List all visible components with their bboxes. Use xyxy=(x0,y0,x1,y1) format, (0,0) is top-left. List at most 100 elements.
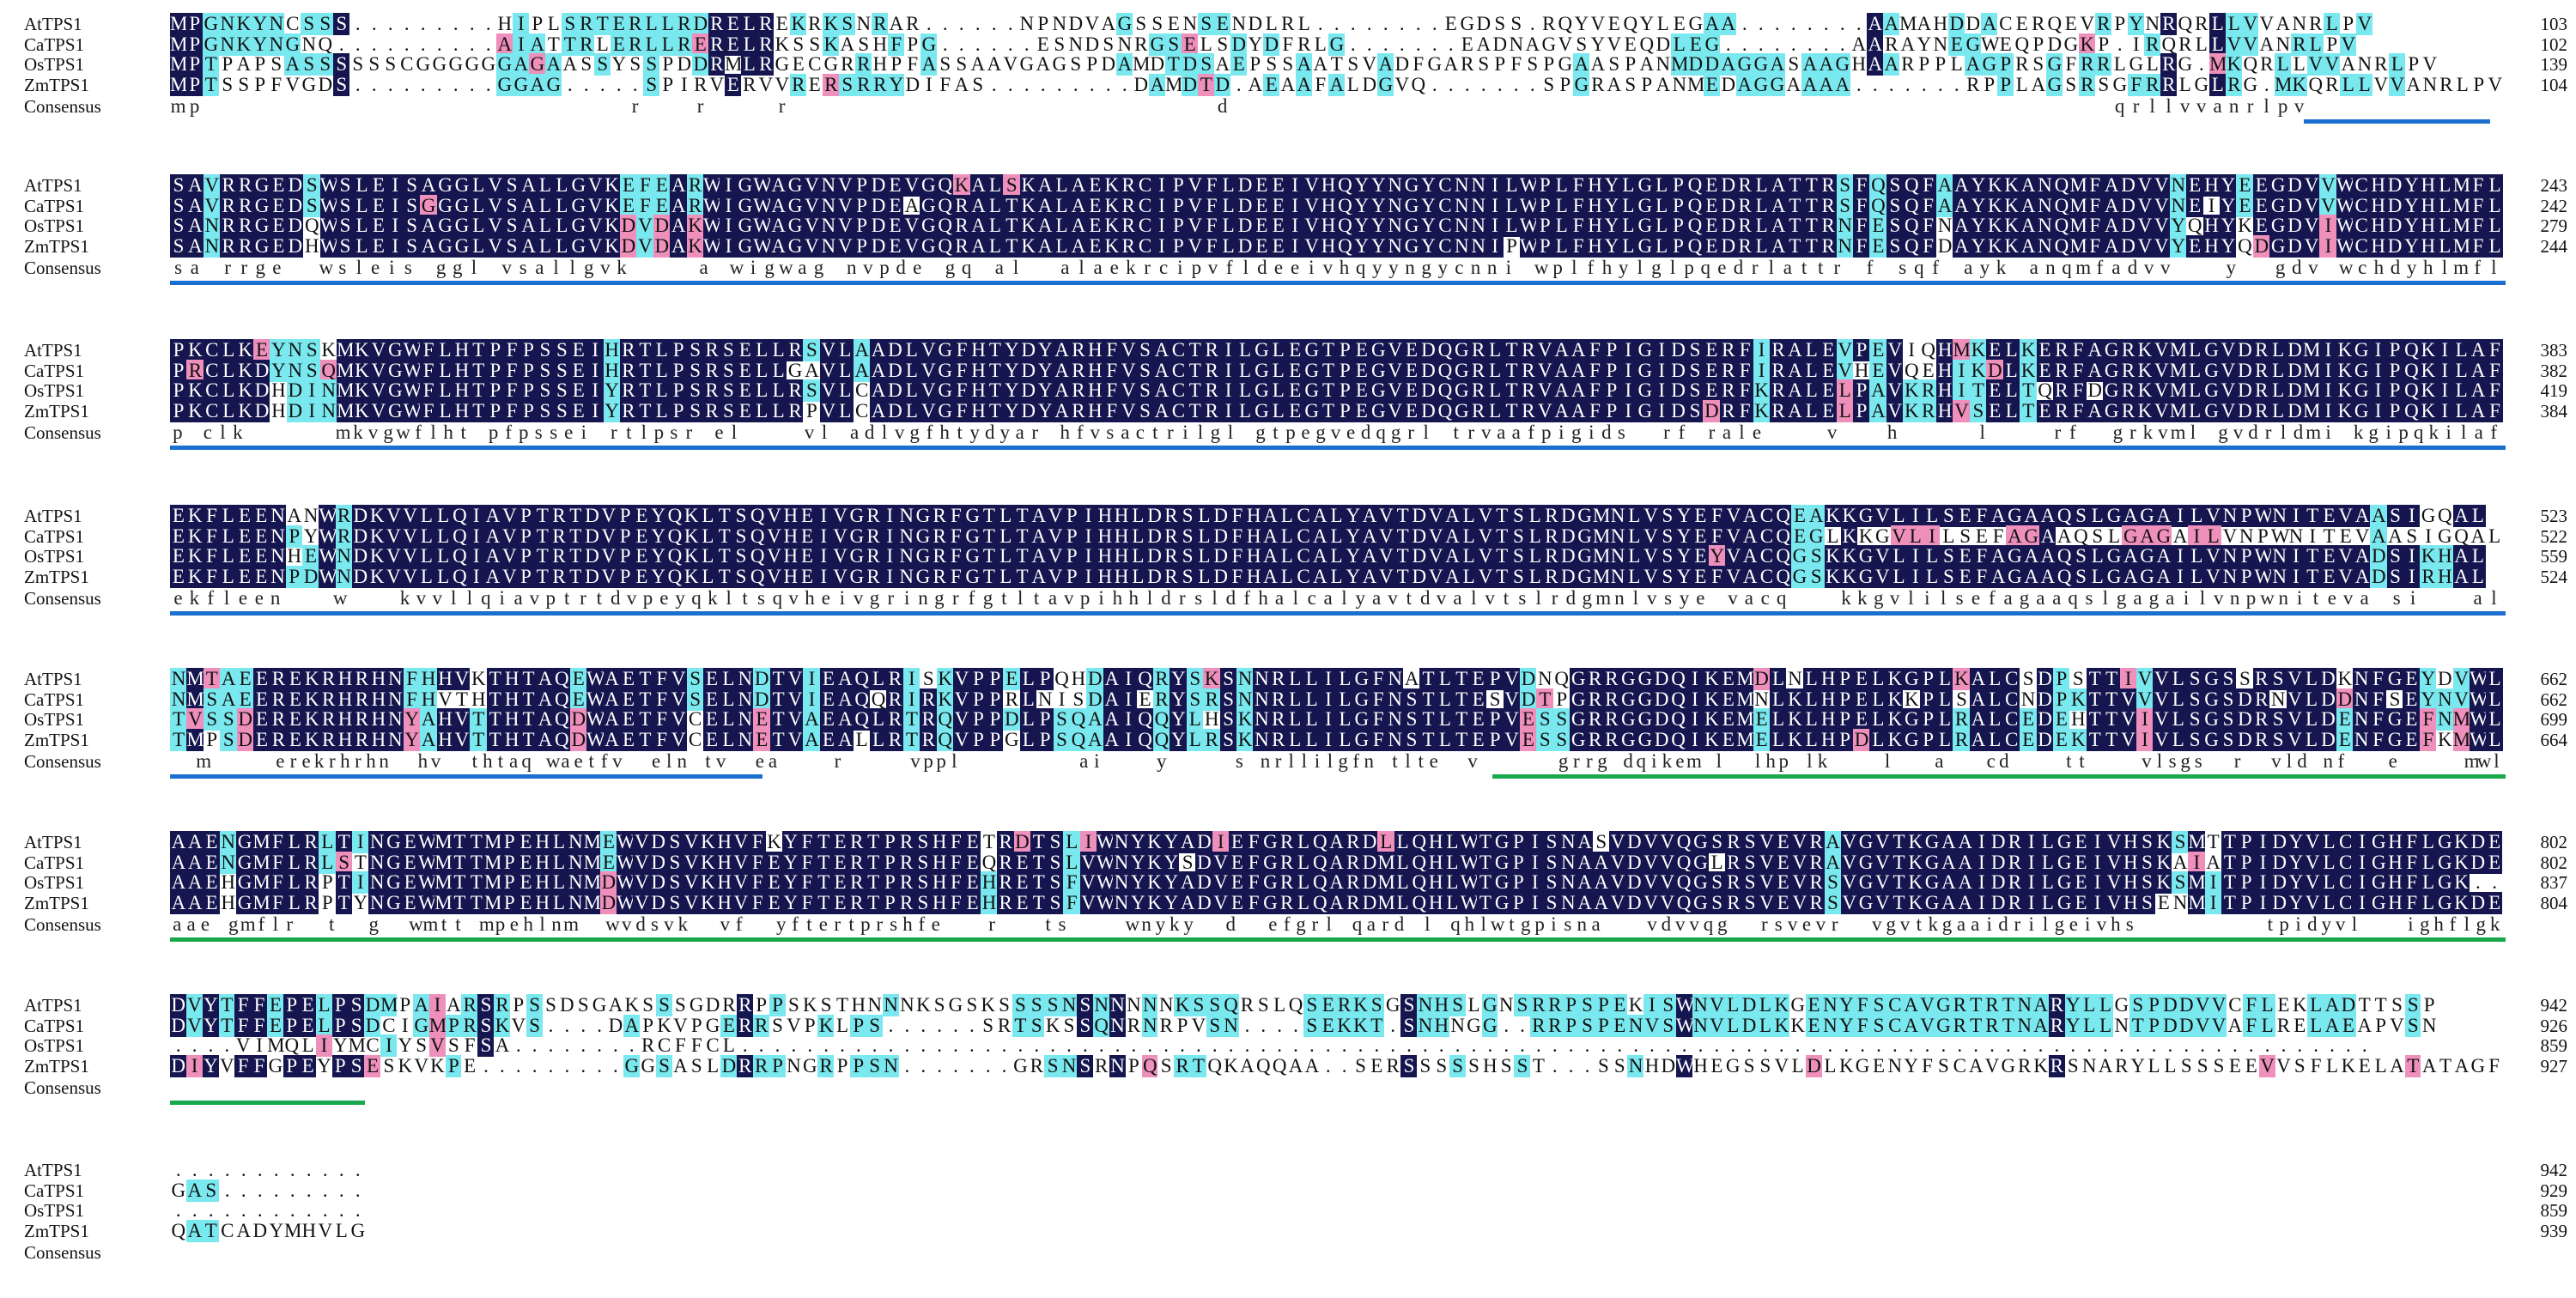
sequence-name: AtTPS1 xyxy=(24,340,82,361)
residue-end-number: 522 xyxy=(2540,525,2568,547)
residue-end-number: 559 xyxy=(2540,546,2568,567)
sequence-name: OsTPS1 xyxy=(24,1035,85,1056)
sequence-row: ZmTPS1 M P T S S P F V G D S......... G G A G..... S P I R V… xyxy=(0,73,2576,96)
sequence-row: CaTPS1 D V Y T F F E P E L P S D C I GM P R S K V S.... D A P K V P G… xyxy=(0,1014,2576,1037)
sequence-row: AtTPS1............ 942 xyxy=(0,1159,2576,1181)
sequence-residues: A A E H GM F L R P T I N G E WM T T M P E H L NMDWV D S V K H V F E Y F T… xyxy=(170,871,2497,894)
consensus-label: Consensus xyxy=(24,1242,101,1263)
sequence-residues: D V Y T F F E P E L P S D C I GM P R S K V S.... D A P K V P G E R R S V P… xyxy=(170,1014,2436,1037)
sequence-residues: .... V I MQ L I YMC I Y S V S F S A........ R C F F C L.....… xyxy=(175,1034,2367,1057)
residue-end-number: 942 xyxy=(2540,1160,2568,1180)
sequence-name: ZmTPS1 xyxy=(24,74,89,95)
sequence-name: AtTPS1 xyxy=(24,832,82,852)
sequence-row: AtTPS1 P K C L K E Y N S KMK V GWF L H T P F P S S E I H R T L P S R S… xyxy=(0,339,2576,361)
sequence-row: AtTPS1 M P G N K Y N C S S S......... H I P L S R T E R L L R D R… xyxy=(0,13,2576,35)
sequence-residues: P K C L K D H D I NMK V GWF L H T P F P S S E I Y R T L P S R S E L L R S V… xyxy=(170,379,2503,402)
residue-end-number: 524 xyxy=(2540,566,2568,587)
sequence-residues: P R C L K D Y N S QMK V GWF L H T P F P S S E I H R T L P S R S E L L G A V… xyxy=(170,359,2503,382)
sequence-residues: NM S A E E R E K R H R H N F H V T H T H T A Q E WA E T F V S E L N D T V I E… xyxy=(170,688,2503,711)
sequence-residues: S A N R R G E D QWS L E I S A G G L V S A L L G V K D V D A KW I GWA G V N… xyxy=(170,215,2503,237)
residue-end-number: 942 xyxy=(2540,995,2568,1016)
sequence-name: ZmTPS1 xyxy=(24,1055,89,1077)
residue-end-number: 859 xyxy=(2540,1035,2568,1056)
sequence-residues: A A E N GM F L R L S T N G E WM T T M P E H L NM E WV D S V K H V F E Y F T… xyxy=(170,851,2503,874)
sequence-residues: T V S S D E R E K R H R H N Y A H V T T H T A Q DWA E T F V C E L N E T V A E… xyxy=(170,708,2503,731)
tps-domain-bar xyxy=(170,610,2506,616)
sequence-name: ZmTPS1 xyxy=(24,566,89,587)
sequence-name: OsTPS1 xyxy=(24,380,85,401)
sequence-name: CaTPS1 xyxy=(24,1180,85,1201)
sequence-name: OsTPS1 xyxy=(24,54,85,75)
residue-end-number: 243 xyxy=(2540,175,2568,196)
residue-end-number: 804 xyxy=(2540,892,2568,913)
sequence-name: CaTPS1 xyxy=(24,195,85,216)
residue-end-number: 662 xyxy=(2540,688,2568,710)
sequence-name: ZmTPS1 xyxy=(24,1220,89,1241)
sequence-residues: S A N R R G E D HWS L E I S A G G L V S A L L G V K D V D A KW I GWA G V N… xyxy=(170,234,2503,258)
sequence-residues: ............ xyxy=(175,1199,361,1221)
sequence-row: AtTPS1 S A V R R G E D S WS L E I S A G G L V S A L L G V K E F E A R W I… xyxy=(0,174,2576,197)
sequence-row: AtTPS1 A A E N GM F L R L T I N G E WM T T M P E H L NM E WV D S V K H… xyxy=(0,831,2576,853)
consensus-row: Consensus xyxy=(0,1077,2576,1099)
sequence-row: OsTPS1 P K C L K D H D I NMK V GWF L H T P F P S S E I Y R T L P S R S… xyxy=(0,379,2576,402)
consensus-label: Consensus xyxy=(24,588,101,609)
sequence-residues: E K F L E E N A NWR D K V V L L Q I A V P T R T D V P E Y Q K L T S Q V H E I… xyxy=(170,505,2487,527)
residue-end-number: 802 xyxy=(2540,852,2568,873)
sequence-row: CaTPS1 E K F L E E N P YWR D K V V L L Q I A V P T R T D V P E Y Q K L T… xyxy=(0,525,2576,548)
sequence-name: OsTPS1 xyxy=(24,709,85,730)
sequence-residues: M P T P A P S A S S S S S S C G G G G G G A G A A S S Y S S P D D RML R G E C… xyxy=(170,53,2437,76)
sequence-row: ZmTPS1 E K F L E E N P DWN D K V V L L Q I A V P T R T D V P E Y Q K L T… xyxy=(0,565,2576,588)
residue-end-number: 384 xyxy=(2540,400,2568,422)
sequence-residues: T M P S D E R E K R H R H N Y A H V T T H T A Q DWA E T F V C E L N E T V A E… xyxy=(170,728,2503,751)
residue-end-number: 664 xyxy=(2540,729,2568,750)
sequence-residues: P K C L K D H D I NMK V GWF L H T P F P S S E I Y R T L P S R S E L L R P V… xyxy=(170,399,2503,422)
sequence-name: CaTPS1 xyxy=(24,688,85,710)
sequence-name: ZmTPS1 xyxy=(24,400,89,422)
sequence-row: ZmTPS1 A A E H GM F L R P T Y N G E WM T T M P E H L NMDWV D S V K H… xyxy=(0,891,2576,914)
sequence-row: OsTPS1 .... V I MQ L I YMC I Y S V S F S A........ R C F F C… xyxy=(0,1034,2576,1057)
sequence-row: OsTPS1 A A E H GM F L R P T I N G E WM T T M P E H L NMDWV D S V K H… xyxy=(0,871,2576,894)
sequence-row: CaTPS1 G A S......... 929 xyxy=(0,1179,2576,1202)
consensus-label: Consensus xyxy=(24,422,101,443)
sequence-row: OsTPS1 S A N R R G E D QWS L E I S A G G L V S A L L G V K D V D A KW I… xyxy=(0,215,2576,237)
sequence-name: CaTPS1 xyxy=(24,33,85,55)
residue-end-number: 382 xyxy=(2540,360,2568,381)
tpp-domain-bar xyxy=(1492,773,2506,779)
residue-end-number: 802 xyxy=(2540,832,2568,852)
residue-end-number: 939 xyxy=(2540,1220,2568,1241)
residue-end-number: 662 xyxy=(2540,669,2568,689)
tps-domain-bar xyxy=(2304,118,2490,124)
sequence-residues: Q A T C A D YMH V L G xyxy=(171,1219,365,1242)
sequence-residues: E K F L E E N H E WN D K V V L L Q I A V P T R T D V P E Y Q K L T S Q V H E I… xyxy=(170,545,2487,567)
sequence-residues: E K F L E E N P DWN D K V V L L Q I A V P T R T D V P E Y Q K L T S Q V H E I… xyxy=(170,565,2487,588)
sequence-row: AtTPS1 E K F L E E N A NWR D K V V L L Q I A V P T R T D V P E Y Q K L T… xyxy=(0,505,2576,527)
consensus-row: Consensus xyxy=(0,1241,2576,1264)
sequence-row: CaTPS1 P R C L K D Y N S QMK V GWF L H T P F P S S E I H R T L P S R S… xyxy=(0,359,2576,382)
residue-end-number: 926 xyxy=(2540,1015,2568,1036)
consensus-label: Consensus xyxy=(24,258,101,278)
sequence-row: ZmTPS1 T M P S D E R E K R H R H N Y A H V T T H T A Q DWA E T F V C E L… xyxy=(0,728,2576,751)
tps-domain-bar xyxy=(170,445,2506,450)
sequence-row: ZmTPS1 S A N R R G E D HWS L E I S A G G L V S A L L G V K D V D A KW I… xyxy=(0,234,2576,258)
residue-end-number: 103 xyxy=(2540,14,2568,34)
sequence-row: OsTPS1 T V S S D E R E K R H R H N Y A H V T T H T A Q DWA E T F V C E L… xyxy=(0,708,2576,731)
residue-end-number: 699 xyxy=(2540,709,2568,730)
sequence-residues: D V Y T F F E P E L P S DM P A I A R S R P S S D S G A K S S S G D R R P P S K… xyxy=(170,994,2435,1016)
sequence-row: AtTPS1 NM T A E E R E K R H R H N F H H V K T H T A Q E WA E T F V S E L… xyxy=(0,668,2576,690)
sequence-name: AtTPS1 xyxy=(24,669,82,689)
sequence-name: CaTPS1 xyxy=(24,525,85,547)
sequence-name: CaTPS1 xyxy=(24,360,85,381)
sequence-row: ZmTPS1 P K C L K D H D I NMK V GWF L H T P F P S S E I Y R T L P S R S… xyxy=(0,399,2576,422)
